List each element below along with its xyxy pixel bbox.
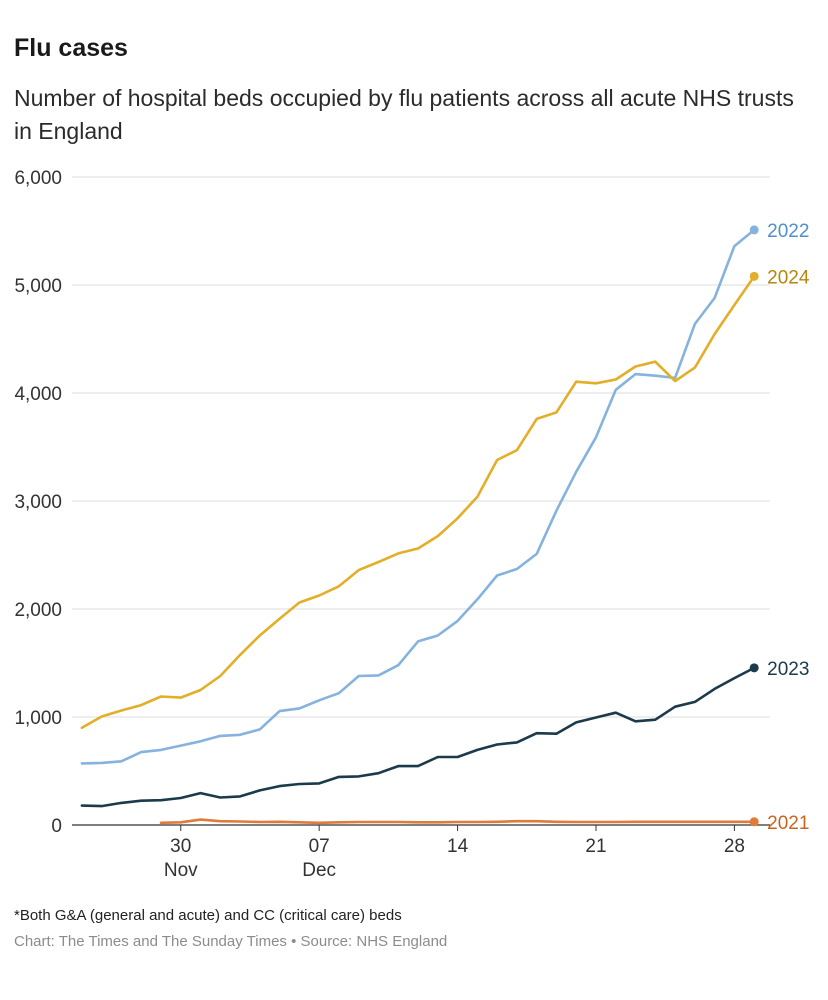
series-end-point-2021 [749, 817, 759, 827]
y-tick-label: 0 [51, 816, 62, 837]
chart-title: Flu cases [14, 34, 128, 62]
series-label-2024: 2024 [767, 267, 810, 288]
y-tick-label: 1,000 [14, 708, 62, 729]
series-label-2021: 2021 [767, 813, 809, 834]
x-tick-label: 21 [585, 836, 606, 857]
series-label-2022: 2022 [767, 221, 809, 242]
line-chart: 0 1,000 2,000 3,000 4,000 5,000 6,000 30 Nov 07 De… [14, 168, 810, 881]
footnote: *Both G&A (general and acute) and CC (cr… [14, 907, 402, 924]
series-line-2023 [80, 666, 756, 808]
x-tick-label: 14 [447, 836, 469, 857]
series-end-point-2022 [749, 225, 759, 235]
series-end-point-2023 [749, 663, 759, 673]
chart-subtitle: Number of hospital beds occupied by flu … [14, 85, 794, 144]
y-tick-label: 6,000 [14, 168, 62, 189]
y-tick-label: 2,000 [14, 600, 62, 621]
y-tick-label: 5,000 [14, 276, 62, 297]
y-tick-label: 4,000 [14, 384, 62, 405]
series-line-2024 [80, 275, 756, 730]
x-tick-label: 28 [724, 836, 745, 857]
x-tick-month-label: Dec [302, 860, 336, 881]
x-tick-month-label: Nov [164, 860, 198, 881]
source-credit: Chart: The Times and The Sunday Times • … [14, 933, 448, 950]
x-tick-label: 30 [170, 836, 191, 857]
series-line-2022 [80, 228, 756, 765]
series-label-2023: 2023 [767, 659, 809, 680]
x-tick-label: 07 [309, 836, 330, 857]
series-line-2021 [159, 818, 756, 825]
y-tick-label: 3,000 [14, 492, 62, 513]
series-end-point-2024 [749, 271, 759, 281]
